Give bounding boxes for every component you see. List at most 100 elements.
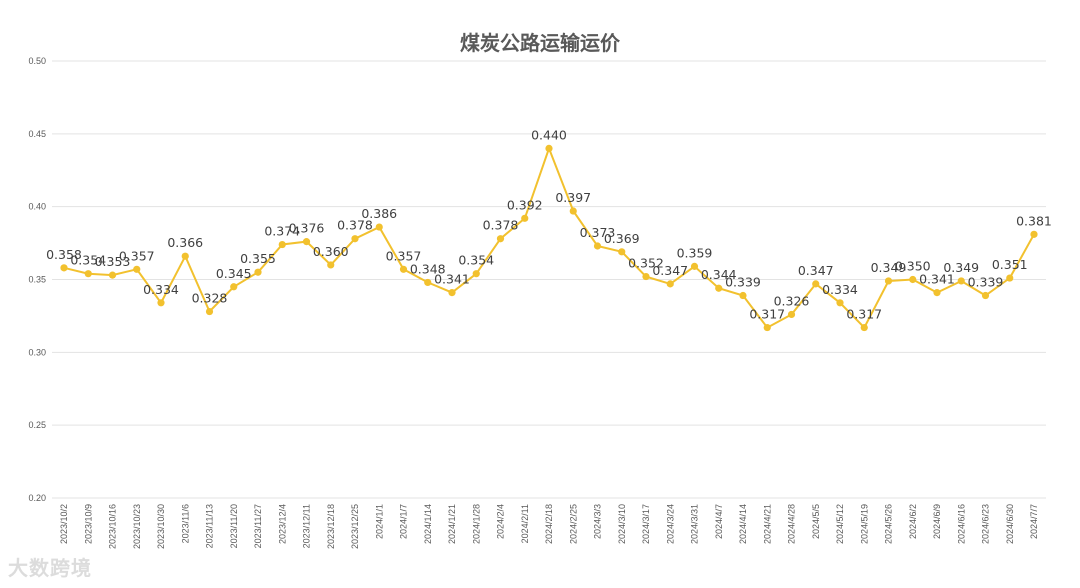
data-point bbox=[448, 289, 456, 297]
data-label: 0.341 bbox=[434, 272, 470, 287]
x-tick-label: 2024/2/25 bbox=[568, 504, 578, 544]
y-tick-label: 0.40 bbox=[28, 202, 46, 212]
x-tick-label: 2024/3/3 bbox=[593, 504, 603, 539]
data-point bbox=[739, 291, 747, 300]
x-tick-label: 2023/11/27 bbox=[253, 504, 263, 548]
data-label: 0.334 bbox=[822, 282, 858, 297]
x-tick-label: 2024/6/23 bbox=[981, 504, 991, 544]
x-tick-label: 2024/1/1 bbox=[374, 504, 384, 539]
data-label: 0.376 bbox=[289, 221, 325, 236]
data-label: 0.347 bbox=[798, 263, 834, 278]
data-label: 0.345 bbox=[216, 266, 252, 281]
data-label: 0.373 bbox=[580, 225, 616, 240]
data-label: 0.317 bbox=[846, 307, 882, 322]
x-tick-label: 2024/2/4 bbox=[496, 504, 506, 539]
data-label: 0.344 bbox=[701, 267, 737, 282]
data-point bbox=[84, 270, 92, 278]
y-tick-label: 0.35 bbox=[28, 275, 46, 285]
data-point bbox=[763, 323, 771, 332]
watermark-text: 大数跨境 bbox=[8, 556, 92, 580]
data-point bbox=[666, 280, 674, 288]
data-point bbox=[278, 240, 286, 249]
x-tick-label: 2023/12/11 bbox=[302, 504, 312, 548]
data-point bbox=[1030, 230, 1038, 238]
data-point bbox=[981, 291, 990, 300]
x-tick-label: 2023/11/20 bbox=[229, 504, 239, 548]
data-point bbox=[399, 265, 408, 273]
data-labels: 0.3580.3540.3530.3570.3340.3660.3280.345… bbox=[46, 127, 1052, 321]
data-label: 0.366 bbox=[167, 235, 203, 250]
data-label: 0.326 bbox=[774, 293, 810, 308]
x-tick-label: 2024/5/12 bbox=[835, 504, 845, 544]
x-tick-label: 2023/11/6 bbox=[180, 504, 190, 543]
x-tick-label: 2024/2/18 bbox=[544, 504, 554, 544]
data-label: 0.381 bbox=[1016, 213, 1052, 228]
data-point bbox=[787, 310, 796, 319]
data-label: 0.347 bbox=[652, 263, 688, 278]
data-label: 0.378 bbox=[483, 218, 519, 233]
data-point bbox=[933, 289, 941, 297]
y-tick-label: 0.50 bbox=[28, 56, 46, 66]
x-tick-label: 2023/10/16 bbox=[108, 504, 118, 549]
data-label: 0.328 bbox=[192, 291, 228, 306]
data-point bbox=[496, 235, 505, 243]
data-point bbox=[690, 262, 699, 270]
data-point bbox=[181, 252, 189, 260]
x-tick-label: 2023/12/25 bbox=[350, 504, 360, 549]
data-point bbox=[618, 248, 626, 256]
data-label: 0.317 bbox=[749, 307, 785, 322]
data-point bbox=[327, 261, 335, 269]
data-point bbox=[472, 270, 480, 278]
data-point bbox=[60, 264, 68, 272]
data-point bbox=[108, 271, 117, 279]
data-point bbox=[302, 238, 311, 246]
chart-title: 煤炭公路运输运价 bbox=[460, 31, 621, 55]
data-label: 0.349 bbox=[943, 260, 979, 275]
x-tick-label: 2024/5/5 bbox=[811, 504, 821, 539]
data-label: 0.354 bbox=[70, 253, 106, 268]
x-tick-label: 2023/11/13 bbox=[205, 504, 215, 548]
x-tick-label: 2024/1/7 bbox=[399, 504, 409, 539]
data-label: 0.369 bbox=[604, 231, 640, 246]
x-tick-label: 2024/4/28 bbox=[787, 504, 797, 544]
data-label: 0.349 bbox=[871, 260, 907, 275]
data-label: 0.359 bbox=[677, 245, 713, 260]
y-tick-label: 0.45 bbox=[28, 129, 46, 139]
x-tick-label: 2023/10/23 bbox=[132, 504, 142, 549]
data-label: 0.357 bbox=[119, 248, 155, 263]
data-point bbox=[909, 275, 917, 284]
x-tick-label: 2024/6/2 bbox=[908, 504, 918, 539]
data-label: 0.440 bbox=[531, 127, 567, 142]
x-tick-label: 2023/12/4 bbox=[277, 504, 287, 544]
data-label: 0.357 bbox=[386, 248, 422, 263]
data-point bbox=[812, 280, 820, 288]
data-label: 0.348 bbox=[410, 261, 446, 276]
data-point bbox=[957, 277, 965, 285]
data-label: 0.352 bbox=[628, 256, 664, 271]
data-point bbox=[254, 268, 262, 276]
data-label: 0.386 bbox=[361, 206, 397, 221]
y-tick-label: 0.20 bbox=[28, 493, 46, 503]
data-label: 0.339 bbox=[725, 275, 761, 290]
data-label: 0.392 bbox=[507, 197, 543, 212]
x-tick-label: 2024/6/30 bbox=[1005, 504, 1015, 544]
gridlines bbox=[52, 60, 1046, 499]
data-point bbox=[545, 144, 553, 152]
data-points bbox=[60, 144, 1038, 332]
data-point bbox=[569, 207, 577, 215]
y-tick-label: 0.25 bbox=[28, 420, 46, 430]
data-label: 0.351 bbox=[992, 257, 1028, 272]
y-axis-ticks: 0.20 0.25 0.30 0.35 0.40 0.45 0.50 bbox=[28, 56, 46, 503]
x-tick-label: 2024/3/31 bbox=[690, 504, 700, 544]
data-label: 0.354 bbox=[458, 253, 494, 268]
data-label: 0.334 bbox=[143, 282, 179, 297]
x-tick-label: 2024/6/16 bbox=[956, 504, 966, 544]
x-tick-label: 2024/5/19 bbox=[859, 504, 869, 544]
data-point bbox=[884, 277, 893, 285]
data-label: 0.358 bbox=[46, 247, 82, 262]
data-label: 0.350 bbox=[895, 259, 931, 274]
data-point bbox=[424, 278, 432, 287]
data-point bbox=[860, 323, 868, 332]
x-tick-label: 2024/7/7 bbox=[1029, 504, 1039, 539]
